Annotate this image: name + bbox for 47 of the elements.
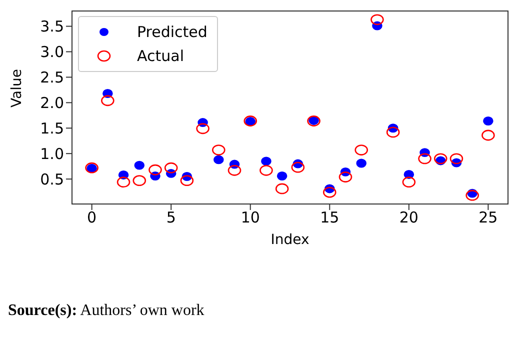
point [261,156,272,166]
x-tick-label: 5 [166,208,176,227]
point [196,123,210,134]
y-tick-label: 3.0 [40,43,64,62]
point [180,175,194,186]
point [275,183,289,194]
point [354,144,368,156]
point [386,126,400,138]
y-tick-label: 1.5 [40,119,64,138]
point [483,116,494,126]
point [101,95,114,106]
point [322,186,336,198]
point [356,158,366,168]
point [291,162,305,173]
point [434,153,448,164]
point [418,153,432,164]
legend-label: Predicted [137,23,208,41]
y-tick-label: 0.5 [40,170,64,188]
point [148,164,162,176]
point [214,155,224,164]
point [116,176,130,188]
x-tick-label: 20 [399,208,418,227]
point [466,190,479,201]
x-tick-label: 15 [320,208,340,227]
point [482,130,495,141]
x-axis-title: Index [270,232,310,248]
legend-label: Actual [137,47,184,65]
point [450,153,464,164]
y-tick-label: 2.5 [40,68,64,87]
x-tick-label: 25 [478,208,498,227]
point [276,172,288,180]
point [260,164,273,176]
x-tick-label: 0 [87,208,97,227]
y-tick-label: 2.0 [40,94,64,112]
y-tick-label: 3.5 [40,18,64,36]
point [164,162,178,174]
x-tick-label: 10 [240,208,260,227]
y-axis-title: Value [8,69,25,108]
point [132,175,146,186]
source-note: Source(s): Authors’ own work [8,302,206,320]
point [134,160,145,170]
point [370,14,384,26]
point [228,164,242,176]
point [338,172,352,182]
y-tick-label: 1.0 [40,144,64,163]
point [212,144,226,156]
point [402,176,416,188]
